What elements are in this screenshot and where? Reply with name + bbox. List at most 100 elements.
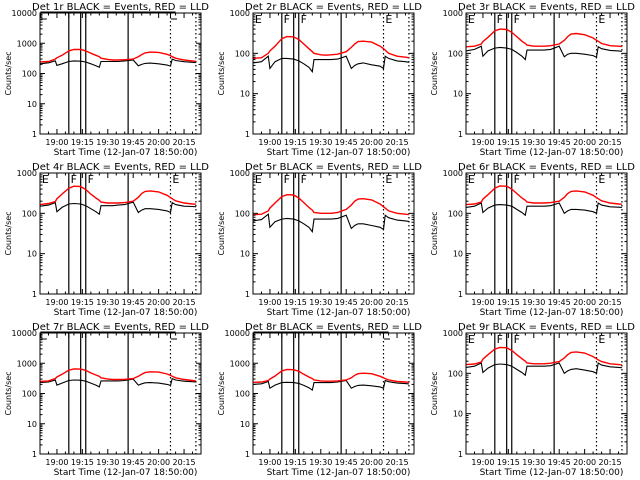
y-axis-label: Counts/sec — [217, 211, 226, 255]
x-tick-label: 19:30 — [309, 138, 332, 147]
event-marker-e: E — [42, 173, 49, 186]
y-tick-label: 1000 — [230, 9, 250, 18]
x-tick-label: 19:30 — [309, 298, 332, 307]
series-lld-line — [39, 185, 196, 206]
panel-det-3: Det 3r BLACK = Events, RED = LLD Counts/s… — [430, 2, 635, 158]
plot-frame — [39, 332, 202, 455]
panel-title: Det 2r BLACK = Events, RED = LLD — [245, 2, 422, 13]
x-tick-label: 19:45 — [335, 138, 358, 147]
y-tick-label: 1000 — [17, 169, 37, 178]
panel-det-2: Det 2r BLACK = Events, RED = LLD Counts/s… — [217, 2, 422, 158]
x-tick-label: 20:00 — [147, 298, 170, 307]
y-tick-label: 1 — [245, 290, 250, 299]
y-axis-label: Counts/sec — [4, 211, 13, 255]
panel-title: Det 4r BLACK = Events, RED = LLD — [32, 162, 209, 173]
x-tick-label: 20:15 — [386, 298, 409, 307]
x-tick-label: 20:00 — [573, 458, 596, 467]
y-tick-label: 1000 — [17, 39, 37, 48]
x-tick-label: 19:00 — [471, 458, 494, 467]
series-events-line — [39, 201, 196, 216]
y-tick-label: 10 — [27, 420, 37, 429]
x-tick-label: 19:00 — [471, 138, 494, 147]
y-tick-label: 1000 — [443, 169, 463, 178]
event-marker-e: E — [468, 13, 475, 26]
interval-bracket — [68, 331, 86, 338]
x-tick-label: 19:15 — [497, 138, 520, 147]
event-marker-e: E — [468, 173, 475, 186]
series-lld-line — [39, 48, 197, 63]
event-marker-e: E — [385, 173, 392, 186]
panel-title: Det 5r BLACK = Events, RED = LLD — [245, 162, 422, 173]
x-tick-label: 19:45 — [122, 298, 145, 307]
x-tick-label: 20:15 — [599, 138, 622, 147]
event-marker-e: E — [172, 173, 179, 186]
event-marker-f: F — [301, 173, 307, 186]
series-lld-line — [465, 346, 622, 366]
x-tick-label: 19:00 — [258, 138, 281, 147]
panel-det-5: Det 5r BLACK = Events, RED = LLD Counts/s… — [217, 162, 422, 318]
event-marker-e: E — [598, 333, 605, 346]
x-axis-label: Start Time (12-Jan-07 18:50:00) — [480, 468, 624, 478]
panel-det-6: Det 6r BLACK = Events, RED = LLD Counts/s… — [430, 162, 635, 318]
plot-frame — [252, 172, 415, 295]
panel-title: Det 3r BLACK = Events, RED = LLD — [458, 2, 635, 13]
series-events-line — [39, 377, 196, 388]
x-tick-label: 19:30 — [522, 458, 545, 467]
event-marker-f: F — [284, 13, 290, 26]
x-tick-label: 20:15 — [173, 298, 196, 307]
series-events-line — [465, 202, 622, 217]
event-marker-e: E — [598, 13, 605, 26]
event-marker-f: F — [514, 333, 520, 346]
event-marker-f: F — [71, 173, 77, 186]
y-axis-label: Counts/sec — [4, 371, 13, 415]
x-tick-label: 19:45 — [548, 458, 571, 467]
series-events-line — [252, 379, 409, 392]
y-tick-label: 100 — [235, 209, 250, 218]
panel-title: Det 7r BLACK = Events, RED = LLD — [32, 322, 209, 333]
y-tick-label: 100 — [448, 369, 463, 378]
y-tick-label: 10 — [240, 250, 250, 259]
x-tick-label: 19:00 — [45, 138, 68, 147]
x-axis-label: Start Time (12-Jan-07 18:50:00) — [480, 308, 624, 318]
x-tick-label: 19:30 — [309, 458, 332, 467]
event-marker-e: E — [598, 173, 605, 186]
x-tick-label: 20:15 — [599, 458, 622, 467]
x-tick-label: 20:00 — [147, 138, 170, 147]
y-tick-label: 10 — [453, 250, 463, 259]
panel-title: Det 9r BLACK = Events, RED = LLD — [458, 322, 635, 333]
x-tick-label: 19:45 — [548, 298, 571, 307]
y-axis-label: Counts/sec — [430, 51, 439, 95]
y-tick-label: 10 — [240, 90, 250, 99]
x-tick-label: 19:15 — [71, 298, 94, 307]
x-tick-label: 19:30 — [96, 458, 119, 467]
x-tick-label: 19:15 — [71, 458, 94, 467]
interval-bracket — [85, 331, 171, 338]
x-axis-label: Start Time (12-Jan-07 18:50:00) — [54, 148, 198, 158]
x-tick-label: 19:45 — [548, 138, 571, 147]
y-tick-label: 1000 — [17, 359, 37, 368]
plot-frame — [252, 332, 415, 455]
panel-title: Det 1r BLACK = Events, RED = LLD — [32, 2, 209, 13]
series-events-line — [465, 45, 622, 61]
panel-det-7: Det 7r BLACK = Events, RED = LLD Counts/s… — [4, 322, 209, 478]
series-lld-line — [252, 35, 410, 60]
x-tick-label: 19:00 — [471, 298, 494, 307]
x-tick-label: 19:00 — [45, 458, 68, 467]
panel-title: Det 6r BLACK = Events, RED = LLD — [458, 162, 635, 173]
x-tick-label: 20:15 — [599, 298, 622, 307]
x-tick-label: 19:15 — [284, 458, 307, 467]
y-tick-label: 10 — [27, 100, 37, 109]
y-tick-label: 10 — [27, 250, 37, 259]
x-axis-label: Start Time (12-Jan-07 18:50:00) — [54, 468, 198, 478]
x-tick-label: 20:15 — [386, 138, 409, 147]
y-tick-label: 10 — [453, 90, 463, 99]
x-tick-label: 19:15 — [497, 458, 520, 467]
x-tick-label: 19:15 — [284, 298, 307, 307]
x-tick-label: 19:45 — [122, 138, 145, 147]
y-tick-label: 10 — [453, 410, 463, 419]
x-axis-label: Start Time (12-Jan-07 18:50:00) — [54, 308, 198, 318]
y-tick-label: 1000 — [230, 169, 250, 178]
panel-det-8: Det 8r BLACK = Events, RED = LLD Counts/s… — [217, 322, 422, 478]
series-lld-line — [252, 368, 409, 383]
interval-bracket — [85, 11, 171, 18]
